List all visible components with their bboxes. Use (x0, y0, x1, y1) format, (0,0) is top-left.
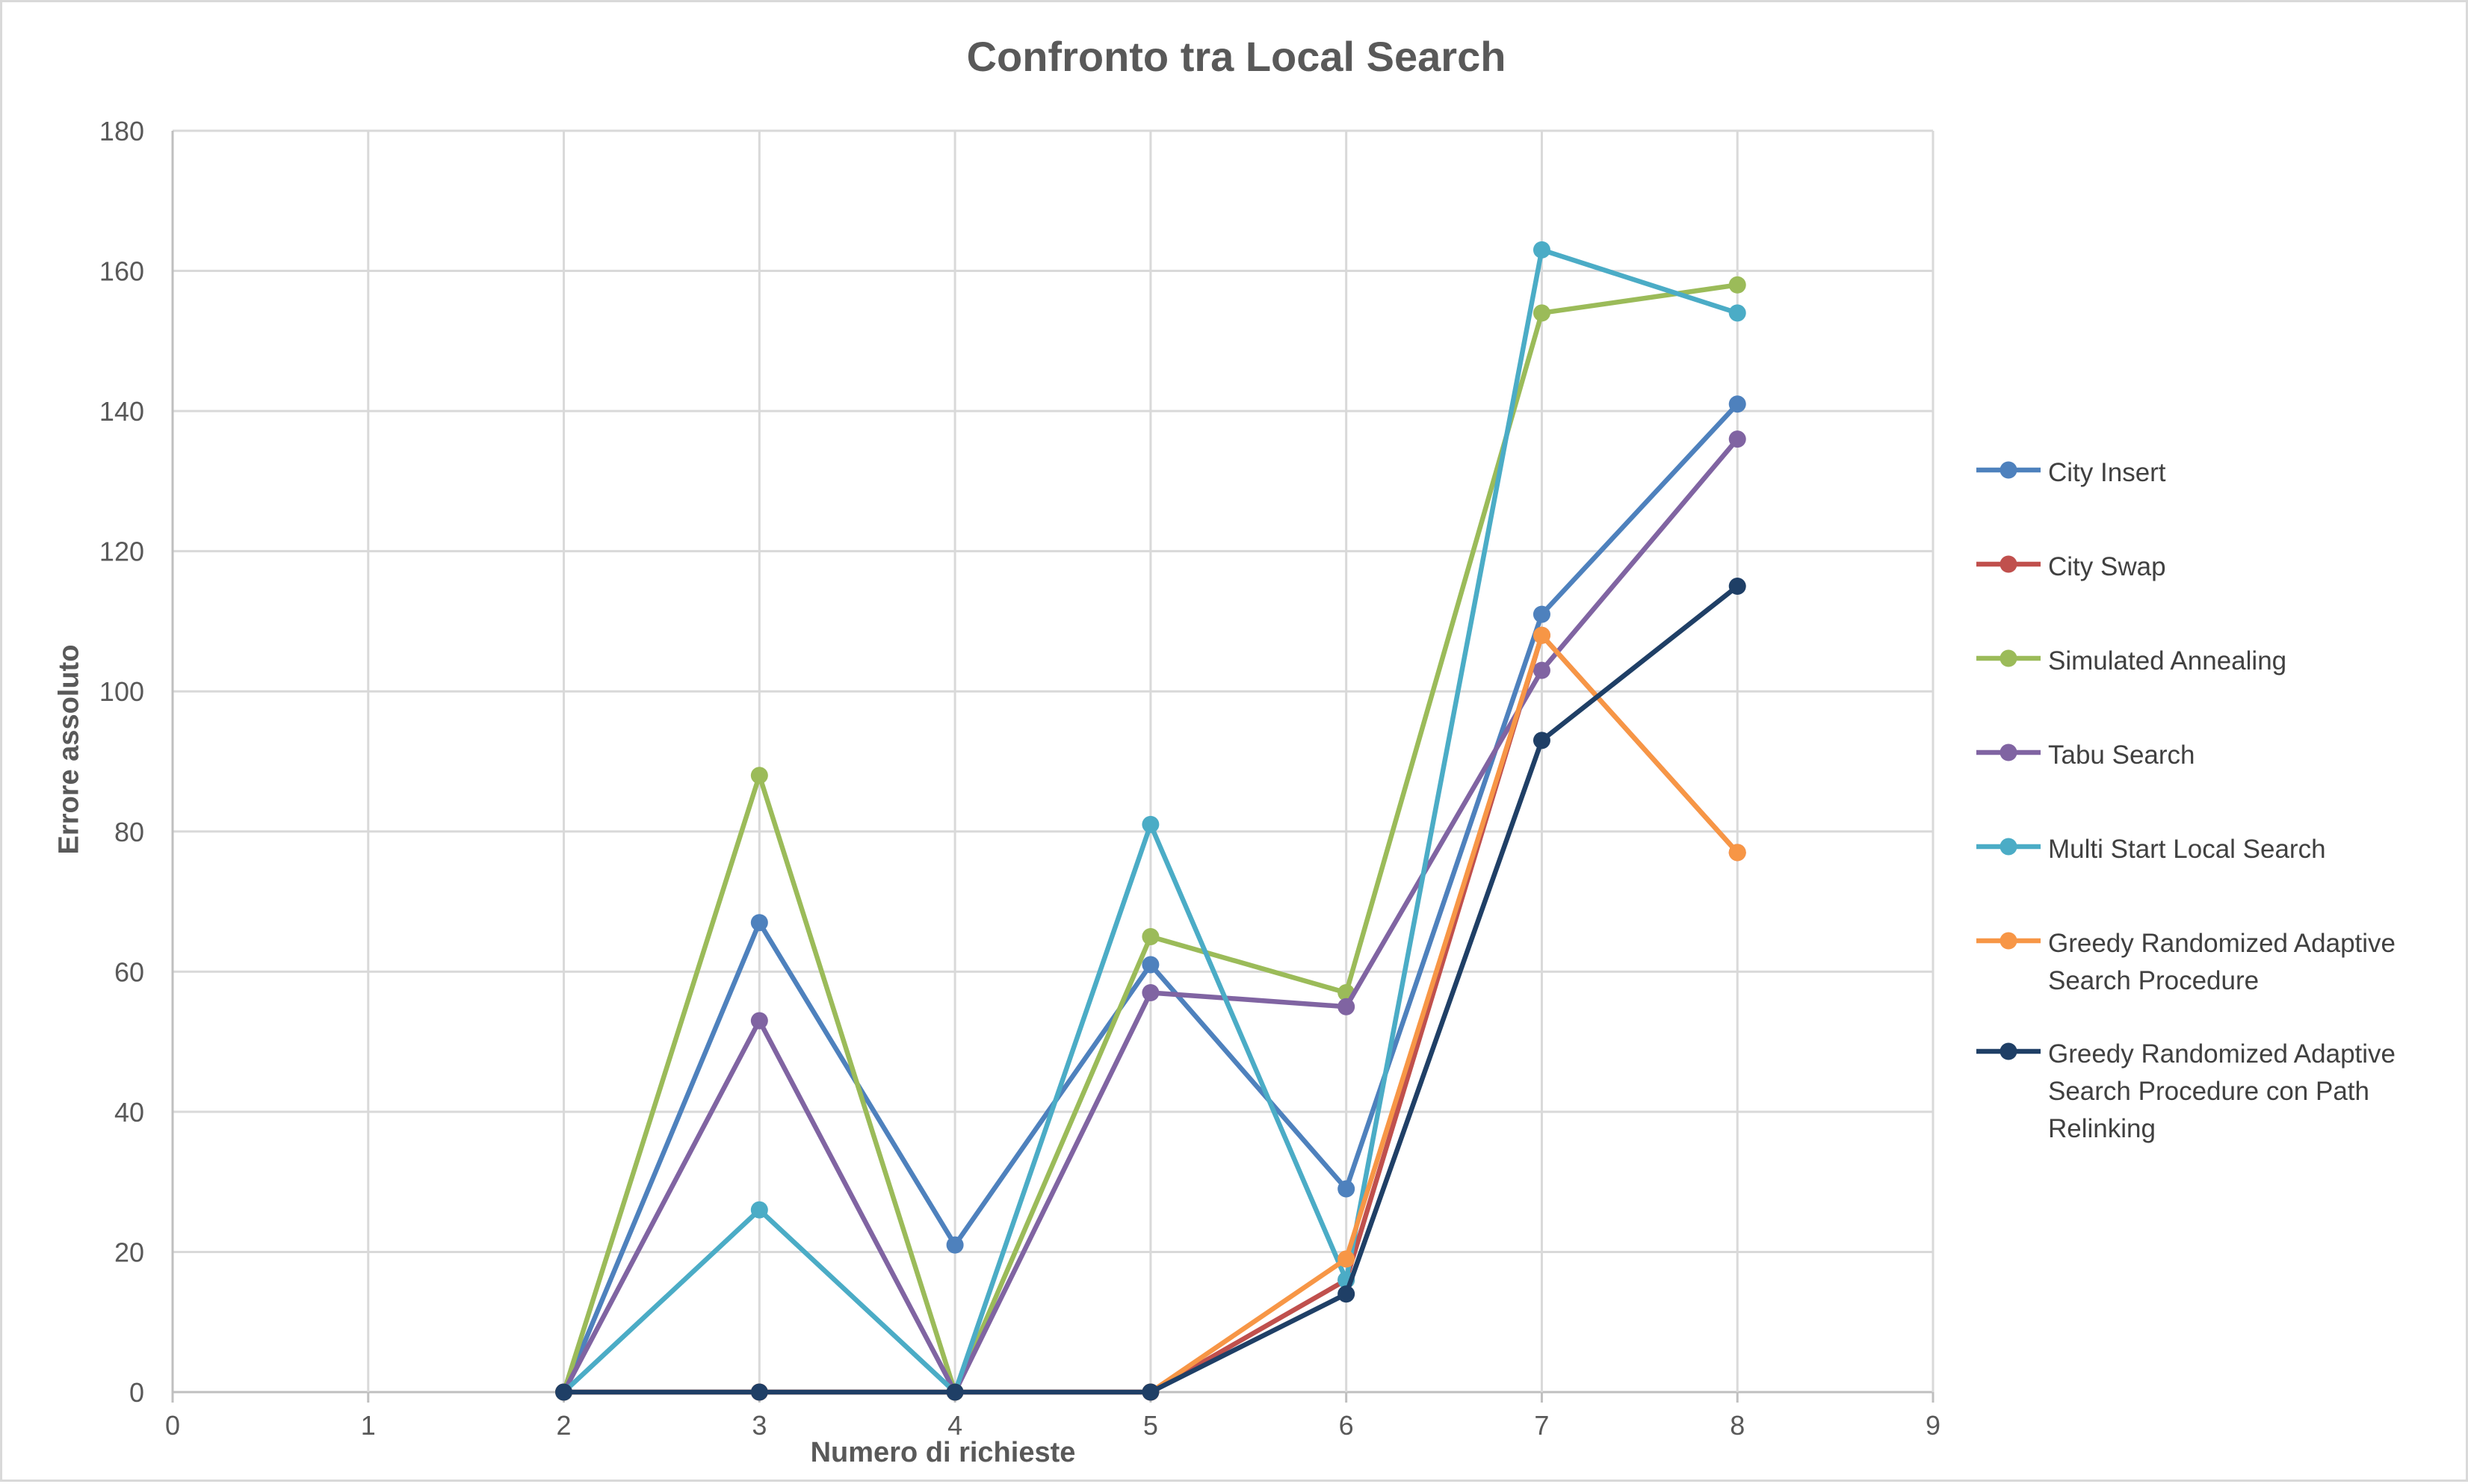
legend-swatch (1976, 932, 2041, 950)
x-tick-label: 6 (1339, 1410, 1354, 1441)
legend-label-line: Tabu Search (2048, 741, 2195, 770)
legend-item: Multi Start Local Search (1975, 831, 2453, 868)
legend-label: City Swap (2048, 548, 2166, 586)
x-tick-label: 0 (165, 1410, 180, 1441)
y-tick-label: 60 (114, 956, 144, 987)
x-tick-label: 1 (361, 1410, 376, 1441)
legend-item: City Insert (1975, 454, 2453, 492)
series-point-0 (946, 1236, 964, 1254)
series-point-6 (1533, 732, 1550, 749)
chart-title: Confronto tra Local Search (966, 33, 1506, 80)
y-tick-label: 80 (114, 817, 144, 847)
series-point-2 (1533, 304, 1550, 322)
y-tick-label: 180 (99, 116, 144, 146)
legend-label-line: Greedy Randomized Adaptive (2048, 1039, 2396, 1069)
series-point-2 (1728, 276, 1746, 294)
series-point-6 (1337, 1285, 1355, 1303)
y-axis-label: Errore assoluto (53, 644, 85, 855)
y-tick-label: 120 (99, 537, 144, 567)
series-point-4 (1533, 241, 1550, 259)
series-point-4 (1728, 304, 1746, 322)
y-tick-label: 20 (114, 1237, 144, 1267)
series-point-0 (1337, 1180, 1355, 1198)
series-point-6 (1142, 1383, 1160, 1401)
x-tick-label: 4 (947, 1410, 962, 1441)
series-point-0 (1728, 395, 1746, 413)
legend-item: Tabu Search (1975, 737, 2453, 774)
y-tick-label: 140 (99, 396, 144, 427)
x-axis-label: Numero di richieste (810, 1437, 1076, 1468)
x-tick-label: 7 (1534, 1410, 1549, 1441)
legend: City Insert City Swap Simulated Annealing T… (1975, 454, 2453, 1184)
series-point-6 (946, 1383, 964, 1401)
x-tick-label: 8 (1730, 1410, 1745, 1441)
series-point-4 (750, 1201, 768, 1219)
legend-label-line: City Swap (2048, 552, 2166, 581)
series-point-6 (555, 1383, 573, 1401)
legend-label-line: Simulated Annealing (2048, 646, 2287, 675)
legend-label-line: Relinking (2048, 1114, 2156, 1143)
y-tick-label: 100 (99, 676, 144, 707)
legend-swatch (1976, 838, 2041, 856)
legend-label-line: Search Procedure con Path (2048, 1077, 2369, 1106)
legend-label-line: Search Procedure (2048, 966, 2260, 995)
legend-swatch (1976, 461, 2041, 479)
legend-label-line: Multi Start Local Search (2048, 835, 2326, 864)
y-tick-label: 160 (99, 256, 144, 287)
series-point-6 (750, 1383, 768, 1401)
y-tick-label: 40 (114, 1097, 144, 1128)
series-point-3 (1337, 998, 1355, 1015)
legend-label-line: Greedy Randomized Adaptive (2048, 929, 2396, 958)
legend-label: Greedy Randomized Adaptive Search Procedu… (2048, 1036, 2396, 1148)
series-point-0 (1533, 605, 1550, 623)
legend-label: Multi Start Local Search (2048, 831, 2326, 868)
series-point-0 (750, 914, 768, 932)
legend-label: Simulated Annealing (2048, 643, 2286, 680)
legend-item: City Swap (1975, 548, 2453, 586)
x-tick-label: 2 (557, 1410, 572, 1441)
legend-swatch (1976, 555, 2041, 573)
x-tick-label: 9 (1926, 1410, 1940, 1441)
legend-item: Greedy Randomized Adaptive Search Procedu… (1975, 925, 2453, 1000)
series-point-5 (1728, 844, 1746, 862)
legend-label: Tabu Search (2048, 737, 2195, 774)
series-point-5 (1337, 1250, 1355, 1268)
legend-swatch (1976, 743, 2041, 761)
legend-label-line: City Insert (2048, 458, 2166, 487)
legend-label: City Insert (2048, 454, 2166, 492)
y-tick-label: 0 (129, 1377, 144, 1408)
series-point-2 (1142, 927, 1160, 945)
legend-label: Greedy Randomized Adaptive Search Procedu… (2048, 925, 2396, 1000)
legend-item: Greedy Randomized Adaptive Search Procedu… (1975, 1036, 2453, 1148)
legend-swatch (1976, 1042, 2041, 1060)
series-point-3 (1533, 661, 1550, 679)
legend-swatch (1976, 649, 2041, 667)
series-point-3 (1142, 983, 1160, 1001)
series-point-6 (1728, 578, 1746, 596)
series-point-5 (1533, 626, 1550, 644)
x-tick-label: 3 (752, 1410, 767, 1441)
series-point-4 (1142, 815, 1160, 833)
legend-item: Simulated Annealing (1975, 643, 2453, 680)
x-tick-label: 5 (1143, 1410, 1158, 1441)
series-point-3 (750, 1012, 768, 1030)
series-point-3 (1728, 430, 1746, 448)
series-point-2 (750, 767, 768, 785)
series-point-0 (1142, 956, 1160, 974)
